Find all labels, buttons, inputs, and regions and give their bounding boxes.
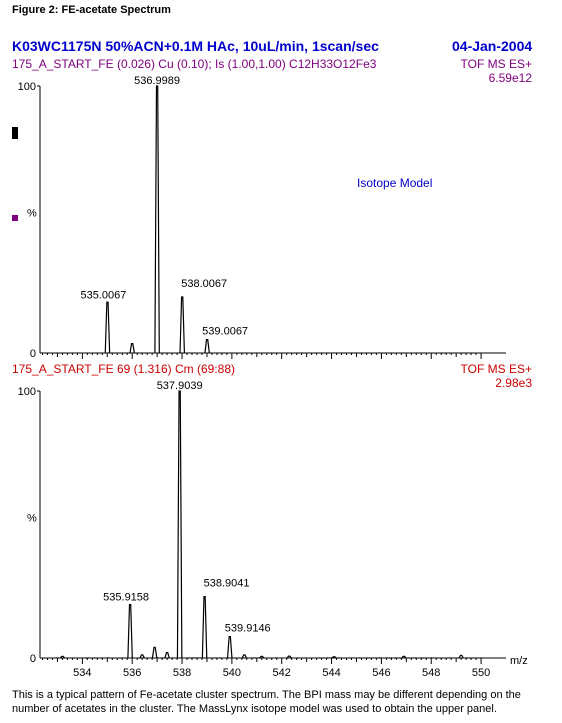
bottom-ytick-0: 0	[30, 653, 36, 665]
bottom-baseline-noise	[42, 657, 494, 658]
bottom-xtick-label-538: 538	[173, 667, 191, 679]
bottom-xtick-label-534: 534	[73, 667, 91, 679]
top-peak-2	[154, 85, 160, 354]
bottom-peak-label-5: 537.9039	[157, 380, 203, 392]
bottom-peak-7	[226, 636, 233, 659]
bottom-peak-label-6: 538.9041	[204, 578, 250, 590]
bottom-xtick-label-546: 546	[372, 667, 390, 679]
bottom-peak-5	[176, 390, 183, 659]
purple-marker	[12, 215, 18, 221]
top-peak-label-4: 539.0067	[202, 326, 248, 338]
top-peak-label-0: 535.0067	[81, 289, 127, 301]
bottom-xtick-label-540: 540	[223, 667, 241, 679]
top-ytick-0: 0	[30, 348, 36, 360]
top-peak-3	[179, 296, 186, 354]
top-peak-0	[104, 301, 111, 354]
experiment-date: 04-Jan-2004	[452, 38, 533, 54]
bottom-peak-1	[127, 604, 133, 659]
bottom-xtick-label-544: 544	[322, 667, 340, 679]
bottom-peak-12	[401, 655, 407, 659]
bottom-ytick-100: 100	[18, 386, 36, 398]
bottom-xtick-label-536: 536	[123, 667, 141, 679]
black-marker	[12, 127, 18, 139]
top-ylabel: %	[27, 208, 37, 220]
bottom-peak-13	[458, 654, 464, 659]
top-ytick-100: 100	[18, 81, 36, 93]
bottom-peak-2	[139, 654, 145, 659]
bottom-peak-0	[59, 655, 66, 659]
top-peak-label-3: 538.0067	[181, 278, 227, 290]
bottom-peak-10	[286, 655, 292, 659]
top-annotation: Isotope Model	[357, 176, 432, 190]
bottom-xlabel: m/z	[510, 655, 528, 667]
bottom-xtick-label-550: 550	[472, 667, 490, 679]
top-peak-4	[204, 339, 210, 354]
top-panel-mode: TOF MS ES+	[460, 57, 532, 71]
top-peak-1	[129, 343, 135, 354]
bottom-panel-header: 175_A_START_FE 69 (1.316) Cm (69:88)	[12, 362, 235, 376]
bottom-peak-3	[151, 646, 158, 659]
figure-title: Figure 2: FE-acetate Spectrum	[12, 4, 171, 16]
bottom-xtick-label-542: 542	[273, 667, 291, 679]
bottom-panel-mode: TOF MS ES+	[460, 362, 532, 376]
top-peak-label-2: 536.9989	[134, 75, 180, 87]
bottom-panel-intensity: 2.98e3	[495, 376, 532, 390]
top-panel-intensity: 6.59e12	[488, 71, 532, 85]
bottom-xtick-label-548: 548	[422, 667, 440, 679]
bottom-peak-label-7: 539.9146	[225, 623, 271, 635]
top-panel-header: 175_A_START_FE (0.026) Cu (0.10); Is (1.…	[12, 57, 377, 71]
figure-caption: This is a typical pattern of Fe-acetate …	[12, 689, 521, 715]
bottom-peak-8	[241, 654, 248, 659]
bottom-ylabel: %	[27, 513, 37, 525]
bottom-peak-6	[201, 595, 208, 659]
bottom-peak-11	[331, 656, 337, 659]
bottom-peak-9	[259, 655, 265, 659]
bottom-peak-label-1: 535.9158	[103, 592, 149, 604]
bottom-peak-4	[164, 652, 170, 659]
experiment-title: K03WC1175N 50%ACN+0.1M HAc, 10uL/min, 1s…	[12, 38, 379, 54]
